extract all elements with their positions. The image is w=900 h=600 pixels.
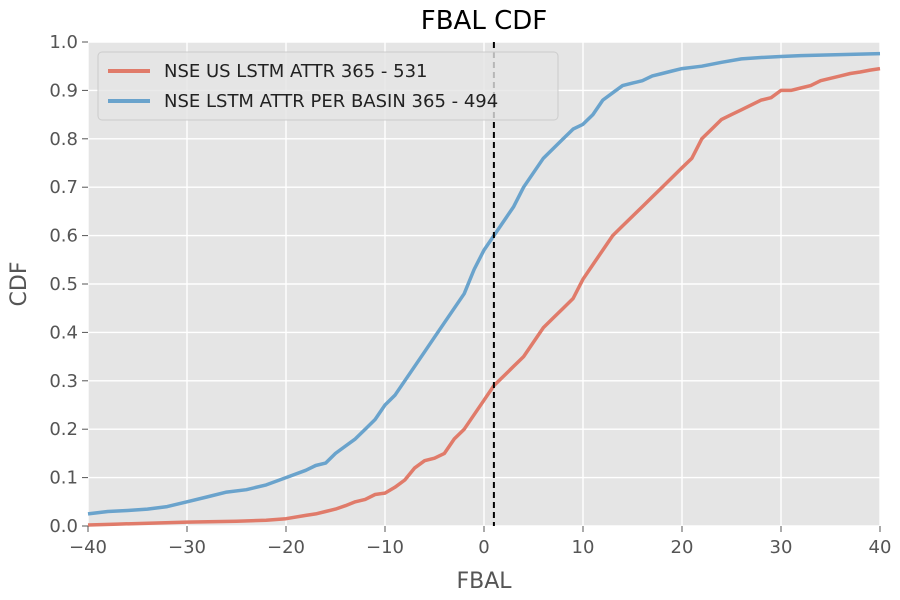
y-axis-ticks: 0.0 0.1 0.2 0.3 0.4 0.5 0.6 0.7 0.8 0.9 1.0: [49, 32, 88, 537]
series-layer: [87, 51, 881, 527]
y-tick-label: 0.5: [49, 274, 78, 295]
legend-label-series-1: NSE US LSTM ATTR 365 - 531: [164, 61, 427, 82]
series-line-2: [87, 51, 881, 516]
y-tick-label: 0.4: [49, 322, 78, 343]
x-tick-label: 0: [478, 537, 489, 558]
legend-label-series-2: NSE LSTM ATTR PER BASIN 365 - 494: [164, 91, 498, 112]
x-tick-label: −10: [366, 537, 404, 558]
legend-box: [97, 51, 559, 121]
y-tick-label: 0.3: [49, 371, 78, 392]
y-tick-label: 0.8: [49, 129, 78, 150]
legend: NSE US LSTM ATTR 365 - 531 NSE LSTM ATTR…: [97, 51, 559, 121]
x-tick-label: −40: [69, 537, 107, 558]
series-line-1: [87, 66, 881, 527]
y-tick-label: 0.6: [49, 226, 78, 247]
x-tick-label: 30: [770, 537, 793, 558]
x-axis-label: FBAL: [456, 569, 512, 594]
y-tick-label: 0.0: [49, 516, 78, 537]
x-tick-label: 10: [572, 537, 595, 558]
x-tick-label: −20: [267, 537, 305, 558]
y-tick-label: 0.9: [49, 80, 78, 101]
y-tick-label: 1.0: [49, 32, 78, 53]
y-axis-label: CDF: [7, 262, 32, 307]
x-tick-label: −30: [168, 537, 206, 558]
x-tick-label: 20: [671, 537, 694, 558]
chart-title: FBAL CDF: [421, 6, 547, 36]
y-tick-label: 0.7: [49, 177, 78, 198]
y-tick-label: 0.2: [49, 419, 78, 440]
x-tick-label: 40: [869, 537, 892, 558]
x-axis-ticks: −40 −30 −20 −10 0 10 20 30 40: [69, 526, 891, 558]
y-tick-label: 0.1: [49, 468, 78, 489]
